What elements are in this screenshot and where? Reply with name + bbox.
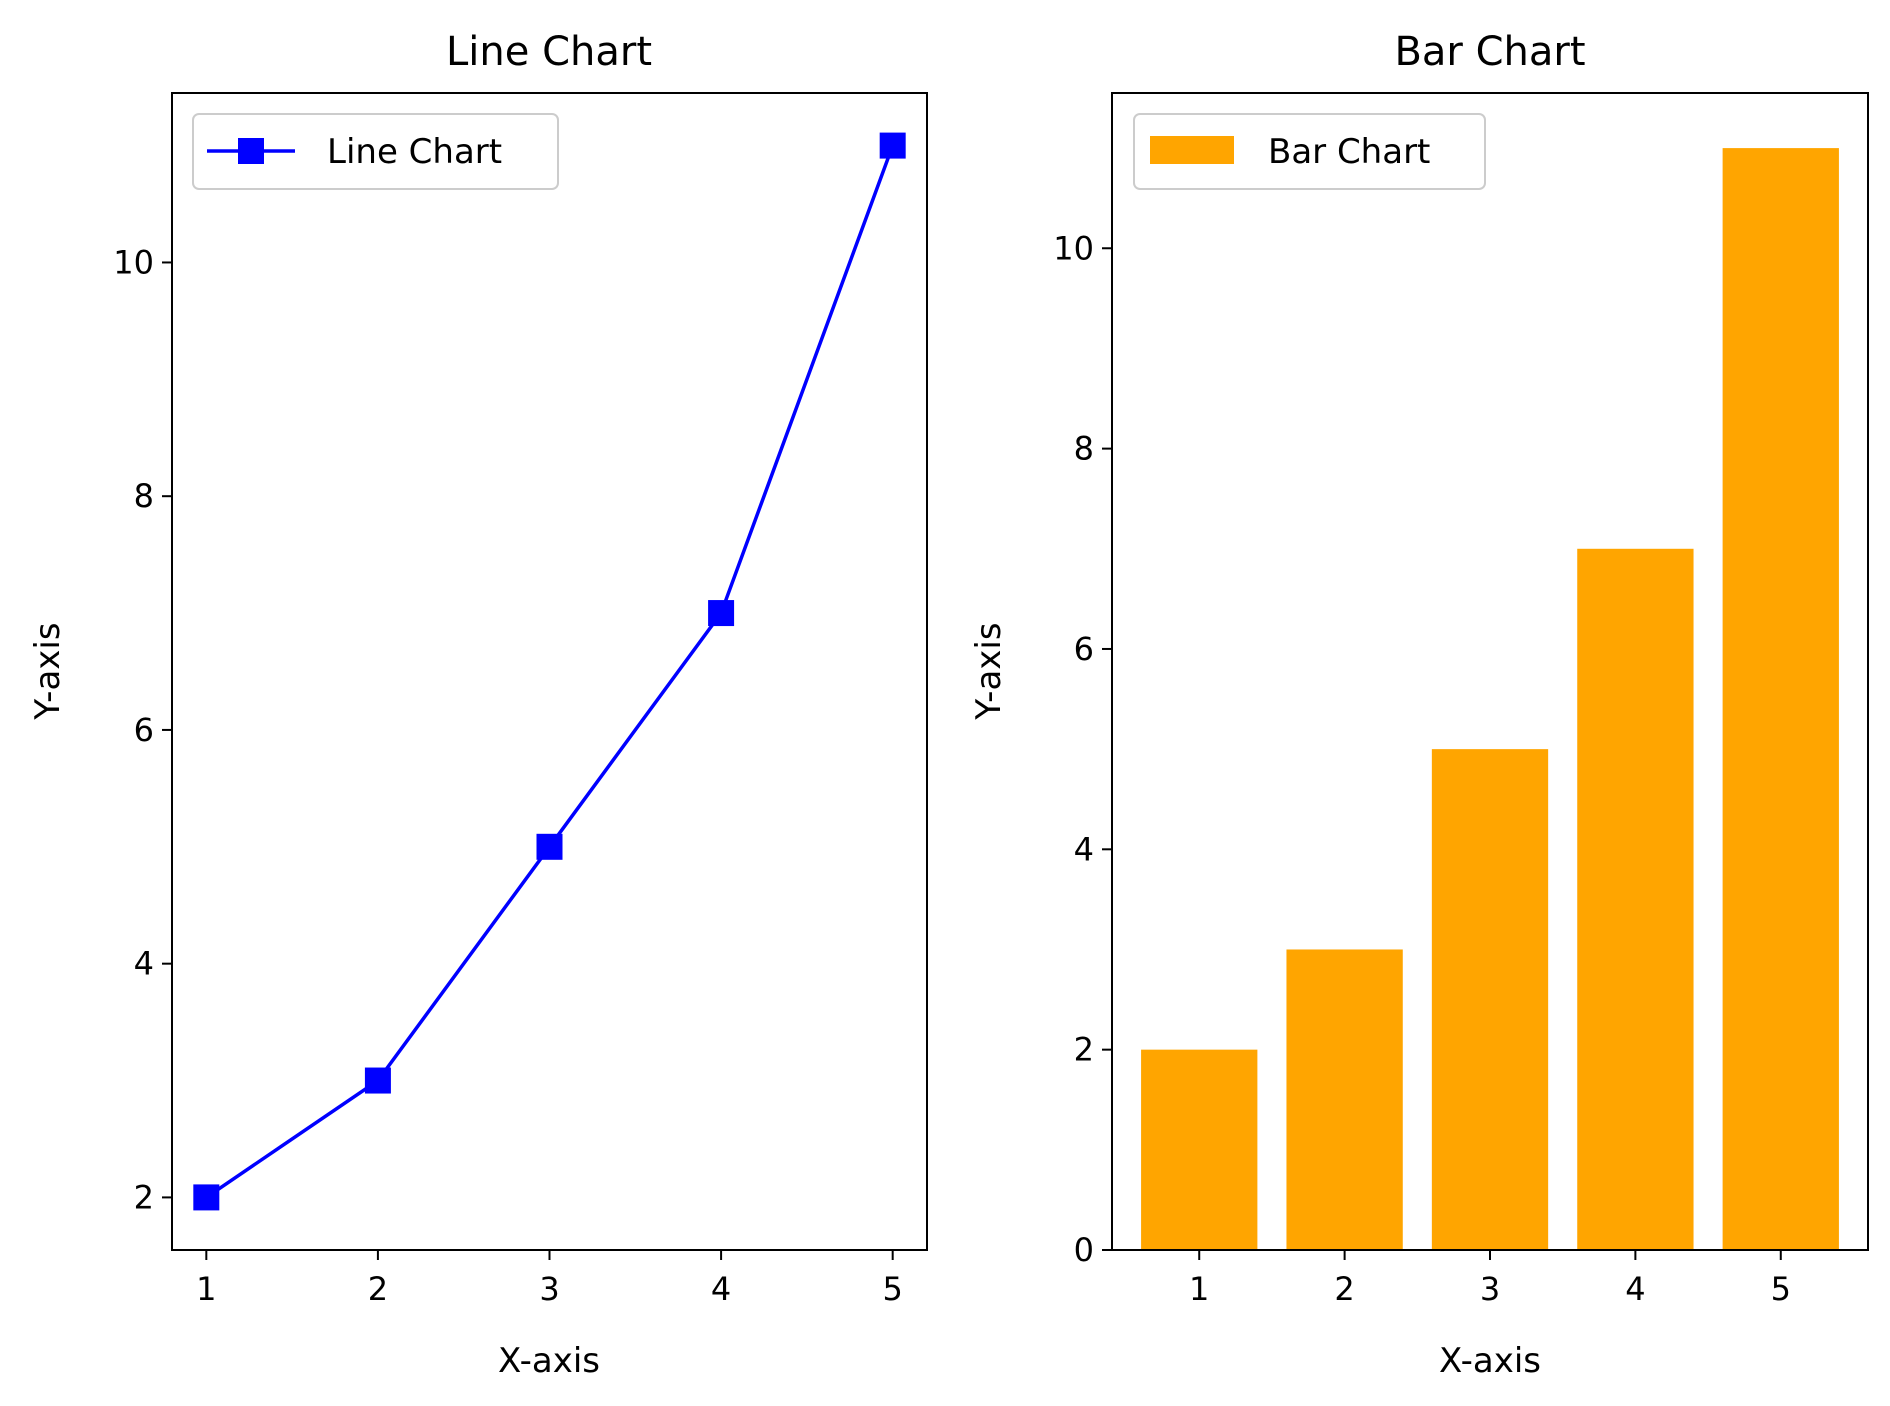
- bar-chart-y-tick-label: 0: [1074, 1231, 1094, 1269]
- line-chart-legend-marker-swatch: [238, 138, 264, 164]
- bar-chart-legend-label: Bar Chart: [1268, 132, 1430, 172]
- bar-chart-panel: Bar Chart 1 2 3 4 5 0 2 4 6 8 10 X-axis Y-axis Ba…: [969, 29, 1869, 1381]
- line-chart-panel: Line Chart 1 2 3 4 5 2 4 6 8 10 X-axis Y-axis Li…: [28, 29, 928, 1381]
- line-chart-x-tick-label: 5: [883, 1270, 903, 1308]
- bar-chart-legend-swatch: [1150, 136, 1234, 164]
- bar-chart-y-tick-label: 2: [1074, 1031, 1094, 1069]
- bar-chart-legend: Bar Chart: [1133, 113, 1486, 190]
- bar-chart-y-tick-label: 6: [1074, 630, 1094, 668]
- line-chart-x-tick-label: 2: [368, 1270, 388, 1308]
- line-chart-legend-box: [192, 113, 559, 190]
- line-chart-point: [193, 1184, 220, 1211]
- line-chart-x-ticks: 1 2 3 4 5: [196, 1250, 903, 1308]
- bar-chart-x-tick-label: 4: [1625, 1270, 1645, 1308]
- bar-chart-x-axis-label: X-axis: [1439, 1341, 1541, 1381]
- bar-chart-x-tick-label: 3: [1480, 1270, 1500, 1308]
- line-chart-y-ticks: 2 4 6 8 10: [113, 243, 172, 1216]
- line-chart-y-tick-label: 10: [113, 243, 154, 281]
- bar-chart-x-ticks: 1 2 3 4 5: [1189, 1250, 1791, 1308]
- bar-chart-bar: [1286, 949, 1403, 1250]
- bar-chart-bar: [1577, 548, 1694, 1250]
- bar-chart-title: Bar Chart: [1394, 29, 1585, 75]
- bar-chart-y-ticks: 0 2 4 6 8 10: [1053, 229, 1112, 1269]
- bar-chart-bars: [1141, 148, 1839, 1251]
- line-chart-x-tick-label: 1: [196, 1270, 216, 1308]
- line-chart-points: [193, 132, 906, 1211]
- bar-chart-x-tick-label: 1: [1189, 1270, 1209, 1308]
- bar-chart-x-tick-label: 2: [1334, 1270, 1354, 1308]
- line-chart-x-tick-label: 3: [539, 1270, 559, 1308]
- bar-chart-y-axis-label: Y-axis: [969, 622, 1009, 720]
- bar-chart-bar: [1722, 148, 1839, 1251]
- line-chart-y-tick-label: 2: [134, 1178, 154, 1216]
- line-chart-legend: Line Chart: [192, 113, 559, 190]
- bar-chart-bar: [1141, 1049, 1258, 1250]
- bar-chart-y-tick-label: 8: [1074, 430, 1094, 468]
- line-chart-y-axis-label: Y-axis: [28, 622, 68, 720]
- bar-chart-y-tick-label: 4: [1074, 830, 1094, 868]
- bar-chart-x-tick-label: 5: [1771, 1270, 1791, 1308]
- line-chart-y-tick-label: 6: [134, 711, 154, 749]
- line-chart-x-axis-label: X-axis: [498, 1341, 600, 1381]
- line-chart-point: [879, 132, 906, 159]
- line-chart-y-tick-label: 8: [134, 477, 154, 515]
- line-chart-legend-label: Line Chart: [327, 132, 502, 172]
- line-chart-point: [708, 600, 735, 627]
- line-chart-point: [536, 833, 563, 860]
- line-chart-series-line: [205, 144, 895, 1199]
- bar-chart-legend-box: [1133, 113, 1486, 190]
- bar-chart-bar: [1431, 749, 1549, 1250]
- line-chart-plot-area: [171, 92, 928, 1251]
- line-chart-point: [364, 1067, 391, 1094]
- line-chart-x-tick-label: 4: [711, 1270, 731, 1308]
- bar-chart-y-tick-label: 10: [1053, 229, 1094, 267]
- line-chart-title: Line Chart: [446, 29, 652, 75]
- line-chart-y-tick-label: 4: [134, 945, 154, 983]
